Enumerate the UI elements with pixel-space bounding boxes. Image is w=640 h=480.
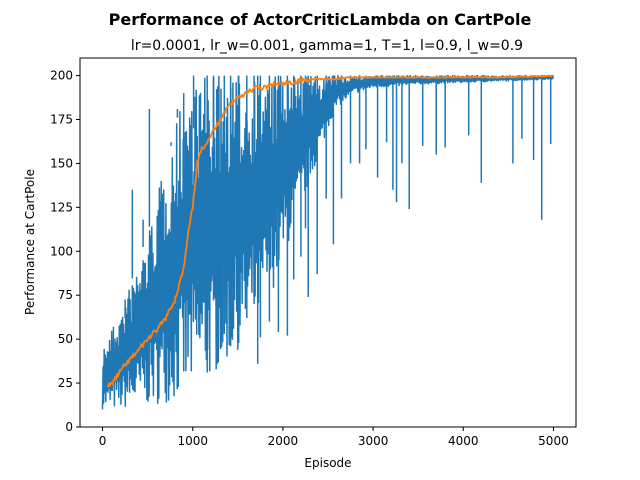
- raw-performance-series: [101, 74, 555, 410]
- x-tick-label: 5000: [538, 434, 569, 448]
- y-tick-label: 150: [50, 156, 73, 170]
- x-axis: 0 1000 2000 3000 4000 5000: [99, 427, 569, 448]
- chart-title: Performance of ActorCriticLambda on Cart…: [109, 10, 532, 29]
- x-tick-label: 3000: [358, 434, 389, 448]
- raw-series-line: [101, 74, 555, 410]
- y-axis: 0 25 50 75 100 125 150 175 200: [50, 69, 80, 434]
- y-tick-label: 125: [50, 200, 73, 214]
- smoothed-series-line: [107, 74, 554, 388]
- y-tick-label: 100: [50, 244, 73, 258]
- x-axis-label: Episode: [304, 456, 351, 470]
- x-tick-label: 4000: [448, 434, 479, 448]
- x-tick-label: 1000: [177, 434, 208, 448]
- y-axis-label: Performance at CartPole: [23, 169, 37, 315]
- x-tick-label: 0: [99, 434, 107, 448]
- y-tick-label: 50: [58, 332, 73, 346]
- y-tick-label: 0: [65, 420, 73, 434]
- x-tick-label: 2000: [268, 434, 299, 448]
- y-tick-label: 25: [58, 376, 73, 390]
- y-tick-label: 175: [50, 113, 73, 127]
- y-tick-label: 200: [50, 69, 73, 83]
- plot-frame: [79, 57, 577, 428]
- y-tick-label: 75: [58, 288, 73, 302]
- smoothed-performance-series: [107, 74, 554, 388]
- chart-subtitle: lr=0.0001, lr_w=0.001, gamma=1, T=1, l=0…: [131, 38, 523, 54]
